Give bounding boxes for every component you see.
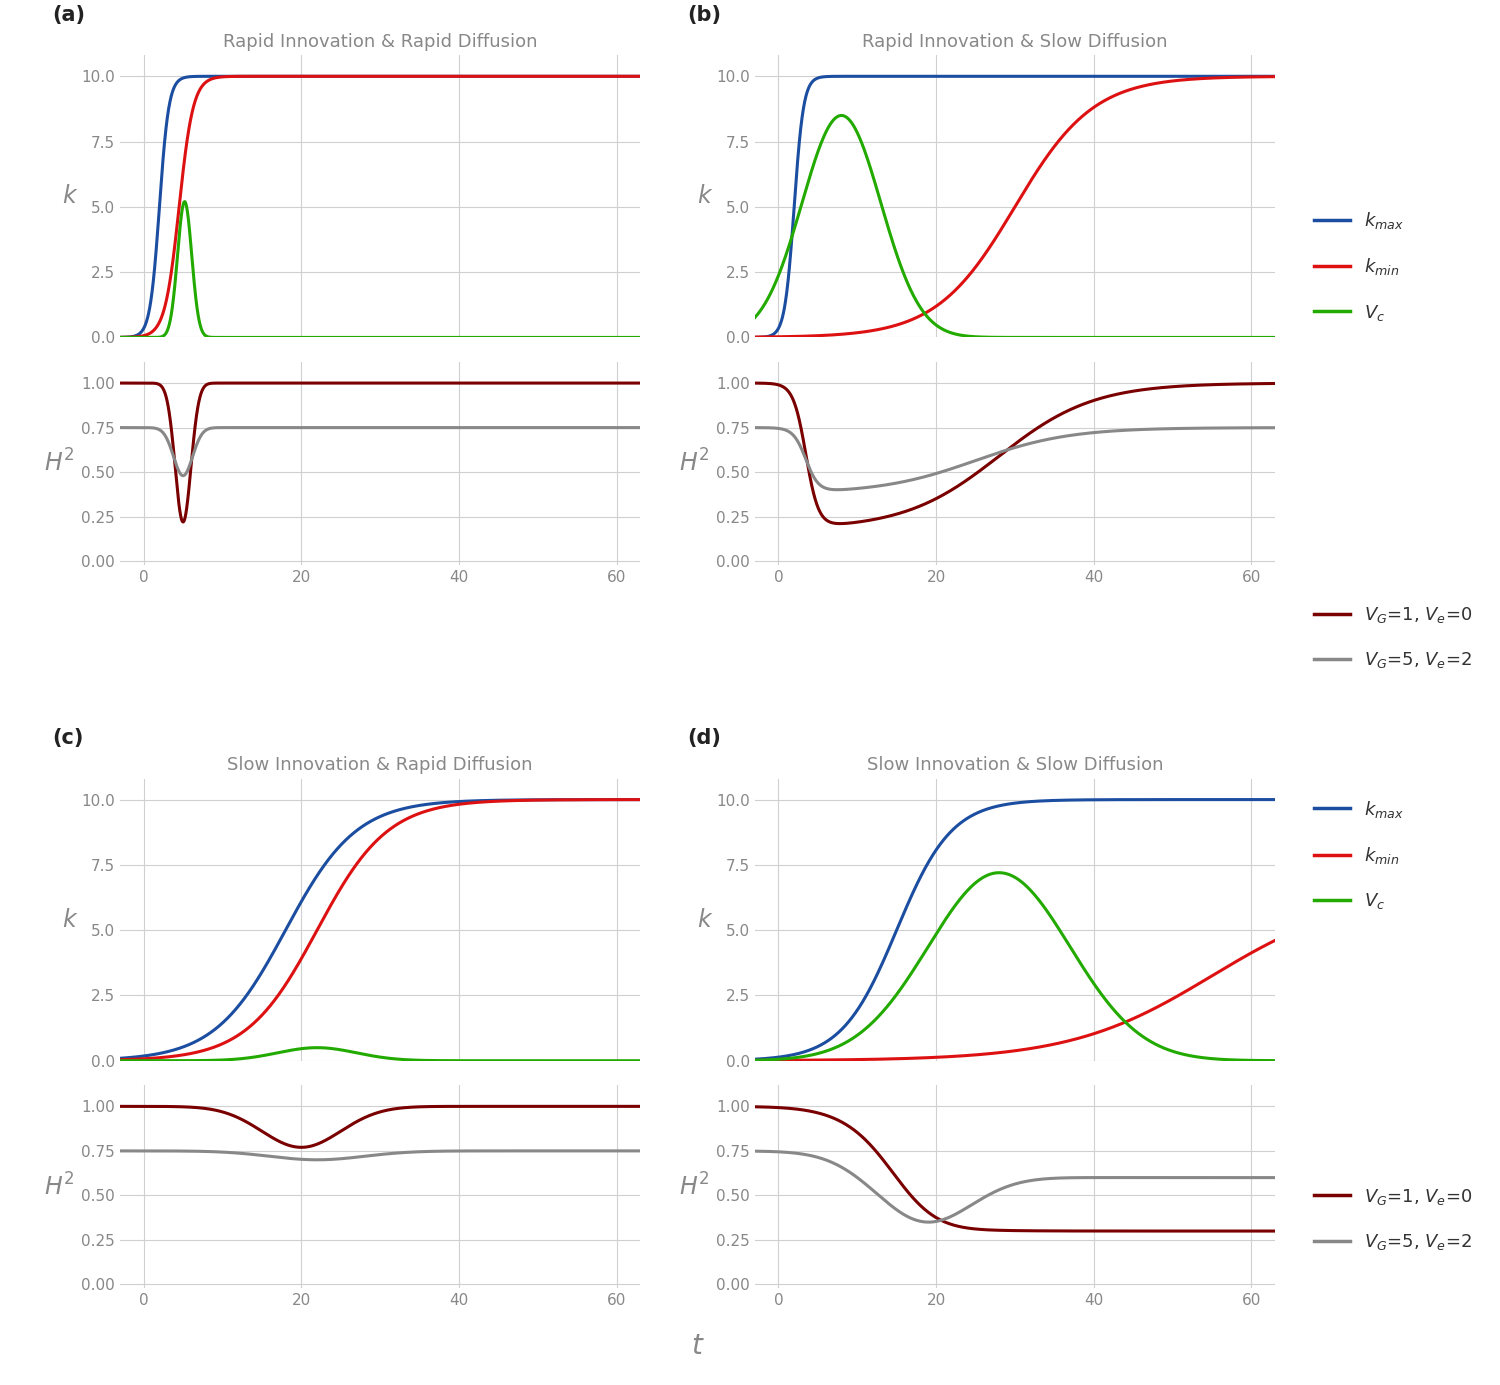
Title: Slow Innovation & Slow Diffusion: Slow Innovation & Slow Diffusion: [867, 756, 1162, 774]
Y-axis label: $k$: $k$: [698, 907, 712, 932]
Y-axis label: $k$: $k$: [62, 907, 78, 932]
Y-axis label: $k$: $k$: [698, 184, 712, 208]
Legend: $k_{max}$, $k_{min}$, $V_c$: $k_{max}$, $k_{min}$, $V_c$: [1306, 204, 1412, 330]
Legend: $k_{max}$, $k_{min}$, $V_c$: $k_{max}$, $k_{min}$, $V_c$: [1306, 792, 1412, 918]
Legend: $V_G$=1, $V_e$=0, $V_G$=5, $V_e$=2: $V_G$=1, $V_e$=0, $V_G$=5, $V_e$=2: [1306, 1180, 1480, 1259]
Text: (a): (a): [53, 4, 86, 25]
Y-axis label: $k$: $k$: [62, 184, 78, 208]
Text: (b): (b): [687, 4, 722, 25]
Y-axis label: $H^2$: $H^2$: [44, 450, 75, 476]
Title: Slow Innovation & Rapid Diffusion: Slow Innovation & Rapid Diffusion: [228, 756, 532, 774]
Title: Rapid Innovation & Slow Diffusion: Rapid Innovation & Slow Diffusion: [862, 33, 1167, 51]
Text: (c): (c): [53, 729, 84, 748]
Text: (d): (d): [687, 729, 722, 748]
Title: Rapid Innovation & Rapid Diffusion: Rapid Innovation & Rapid Diffusion: [224, 33, 537, 51]
Y-axis label: $H^2$: $H^2$: [678, 1173, 710, 1201]
Text: $t$: $t$: [690, 1332, 705, 1360]
Y-axis label: $H^2$: $H^2$: [678, 450, 710, 476]
Y-axis label: $H^2$: $H^2$: [44, 1173, 75, 1201]
Legend: $V_G$=1, $V_e$=0, $V_G$=5, $V_e$=2: $V_G$=1, $V_e$=0, $V_G$=5, $V_e$=2: [1306, 598, 1480, 677]
